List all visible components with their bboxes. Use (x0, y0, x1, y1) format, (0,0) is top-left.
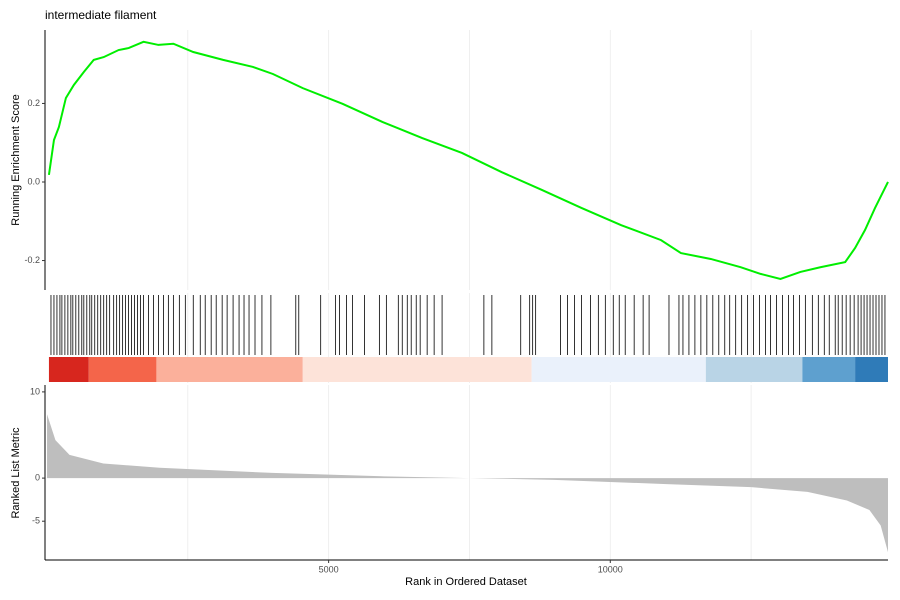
y-tick-label: 10 (30, 386, 40, 396)
y-axis-title: Running Enrichment Score (10, 94, 22, 225)
rank-band (705, 357, 803, 382)
rank-band (802, 357, 856, 382)
x-tick-label: 5000 (319, 564, 339, 574)
rank-band (531, 357, 706, 382)
y-tick-label: 0 (35, 472, 40, 482)
y-tick-label: -0.2 (24, 255, 40, 265)
y-axis-title: Ranked List Metric (10, 427, 22, 519)
x-tick-label: 10000 (598, 564, 623, 574)
rank-band (48, 357, 89, 382)
enrichment-line (47, 40, 889, 281)
rank-band (302, 357, 532, 382)
rank-band (88, 357, 157, 382)
chart-title: intermediate filament (45, 8, 157, 22)
y-tick-label: -5 (32, 516, 40, 526)
y-tick-label: 0.2 (27, 98, 40, 108)
y-tick-label: 0.0 (27, 176, 40, 186)
ranked-metric-area (47, 414, 888, 553)
rank-band (156, 357, 303, 382)
rank-band (855, 357, 888, 382)
x-axis-title: Rank in Ordered Dataset (405, 576, 527, 588)
